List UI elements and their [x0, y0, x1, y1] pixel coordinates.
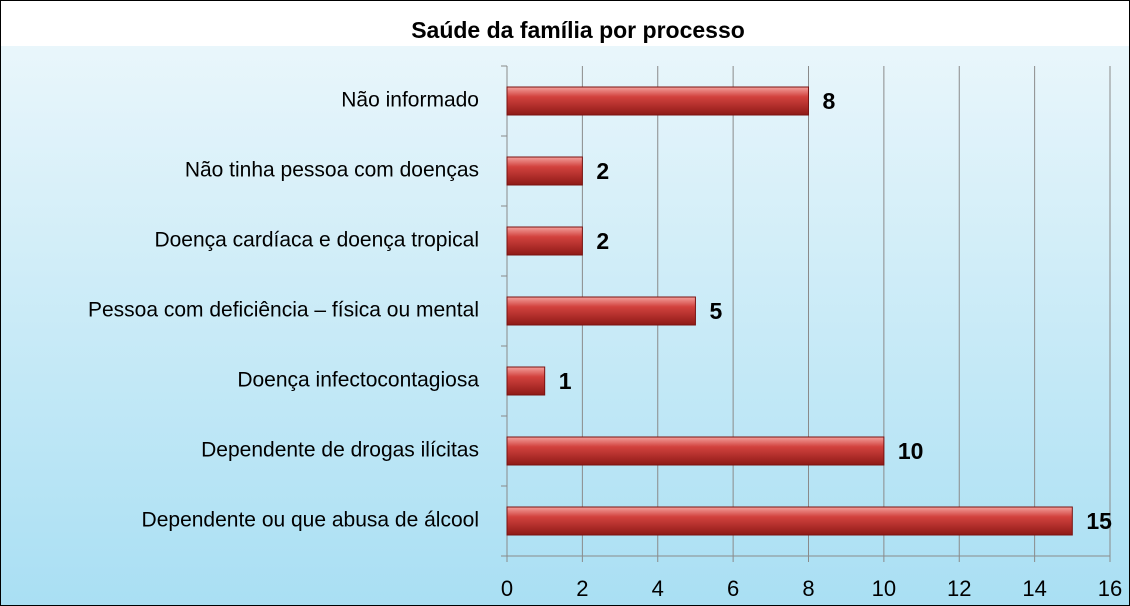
x-tick-label: 8	[802, 576, 814, 601]
value-label: 10	[898, 438, 924, 464]
y-tick-label: Não tinha pessoa com doenças	[185, 159, 479, 182]
y-tick-label: Doença infectocontagiosa	[237, 369, 479, 392]
y-tick-label: Dependente de drogas ilícitas	[201, 439, 479, 462]
value-label: 2	[596, 158, 609, 184]
x-tick-label: 2	[576, 576, 588, 601]
bar	[506, 226, 583, 256]
value-label: 2	[596, 228, 609, 254]
y-tick-label: Pessoa com deficiência – física ou menta…	[88, 299, 479, 322]
y-tick-label: Não informado	[341, 89, 479, 112]
x-tick-label: 12	[947, 576, 971, 601]
chart-title: Saúde da família por processo	[411, 17, 745, 43]
bar	[506, 506, 1073, 536]
bar	[506, 156, 583, 186]
value-label: 5	[709, 298, 722, 324]
bar	[506, 366, 546, 396]
x-tick-label: 10	[872, 576, 896, 601]
value-label: 15	[1086, 508, 1112, 534]
y-tick-label: Doença cardíaca e doença tropical	[154, 229, 479, 252]
x-tick-label: 6	[727, 576, 739, 601]
value-label: 1	[559, 368, 572, 394]
bar	[506, 86, 809, 116]
value-label: 8	[823, 88, 836, 114]
y-tick-label: Dependente ou que abusa de álcool	[142, 509, 479, 532]
x-tick-label: 14	[1022, 576, 1046, 601]
bar	[506, 296, 696, 326]
x-tick-label: 16	[1098, 576, 1122, 601]
x-tick-label: 4	[652, 576, 664, 601]
bar	[506, 436, 885, 466]
x-tick-label: 0	[501, 576, 513, 601]
